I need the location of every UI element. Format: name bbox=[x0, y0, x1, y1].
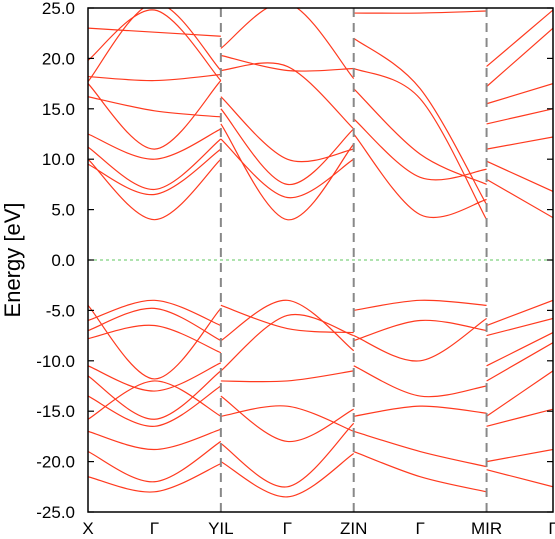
band-line-seg4-14 bbox=[486, 448, 553, 463]
band-line-seg3-3 bbox=[353, 67, 488, 220]
band-line-seg4-7 bbox=[486, 178, 553, 219]
band-line-seg1-12 bbox=[88, 299, 222, 327]
x-tick-label-1: X bbox=[82, 519, 93, 538]
band-line-seg1-21 bbox=[88, 463, 222, 493]
x-tick-label-2: Γ bbox=[150, 519, 159, 538]
band-line-seg2-8 bbox=[220, 304, 354, 334]
band-line-seg4-10 bbox=[486, 332, 553, 367]
y-tick-label-4: 10.0 bbox=[42, 150, 75, 169]
y-tick-label-10: -20.0 bbox=[36, 453, 75, 472]
band-line-seg1-19 bbox=[88, 428, 222, 451]
band-line-seg2-12 bbox=[220, 395, 354, 443]
y-tick-label-2: 20.0 bbox=[42, 49, 75, 68]
band-line-seg2-15 bbox=[220, 453, 355, 498]
band-line-seg2-9 bbox=[220, 299, 355, 352]
band-line-seg1-5 bbox=[88, 80, 222, 150]
y-tick-label-9: -15.0 bbox=[36, 402, 75, 421]
band-line-seg1-16 bbox=[88, 370, 222, 420]
band-line-seg3-8 bbox=[353, 319, 487, 342]
band-line-seg1-3 bbox=[88, 8, 222, 82]
band-line-seg3-12 bbox=[353, 430, 487, 468]
band-line-seg2-3 bbox=[220, 62, 355, 130]
band-line-seg4-1 bbox=[486, 9, 553, 67]
y-tick-label-11: -25.0 bbox=[36, 503, 75, 522]
band-line-seg4-5 bbox=[486, 136, 553, 150]
band-line-seg2-1 bbox=[220, 8, 355, 79]
plot-frame bbox=[87, 7, 554, 513]
y-axis-title: Energy [eV] bbox=[0, 203, 25, 318]
band-line-seg3-9 bbox=[353, 317, 487, 362]
band-line-seg1-14 bbox=[88, 324, 222, 354]
band-line-seg4-13 bbox=[486, 408, 553, 427]
band-line-seg1-13 bbox=[88, 307, 222, 342]
band-line-seg3-6 bbox=[353, 133, 487, 219]
x-tick-label-5: ZIN bbox=[340, 519, 367, 538]
band-line-seg4-4 bbox=[486, 108, 553, 125]
overlay-layer bbox=[88, 8, 553, 512]
x-tick-label-4: Γ bbox=[283, 519, 292, 538]
band-line-seg1-10 bbox=[88, 148, 222, 196]
band-line-seg2-14 bbox=[220, 422, 355, 488]
band-line-seg4-12 bbox=[486, 370, 553, 417]
band-line-seg3-11 bbox=[353, 405, 487, 417]
band-line-seg4-8 bbox=[486, 299, 553, 327]
band-line-seg4-11 bbox=[486, 342, 553, 382]
bands-layer bbox=[88, 8, 553, 498]
band-line-seg2-2 bbox=[220, 54, 354, 72]
band-line-seg3-5 bbox=[353, 118, 487, 181]
band-line-seg1-4 bbox=[88, 73, 221, 82]
band-line-seg4-2 bbox=[486, 27, 553, 88]
y-tick-label-3: 15.0 bbox=[42, 100, 75, 119]
band-line-seg2-11 bbox=[220, 370, 354, 383]
x-tick-label-3: YIL bbox=[208, 519, 234, 538]
y-tick-label-1: 25.0 bbox=[42, 0, 75, 18]
band-line-seg3-1 bbox=[353, 10, 487, 14]
band-line-seg1-1 bbox=[88, 27, 221, 37]
band-line-seg2-13 bbox=[220, 405, 354, 432]
band-line-seg1-6 bbox=[88, 96, 221, 118]
band-line-seg2-5 bbox=[220, 123, 355, 221]
band-line-seg3-7 bbox=[353, 299, 487, 311]
y-tick-label-5: 5.0 bbox=[51, 201, 75, 220]
band-line-seg1-18 bbox=[88, 380, 222, 420]
band-line-seg2-4 bbox=[220, 96, 354, 163]
band-line-seg4-6 bbox=[486, 160, 553, 193]
band-line-seg1-17 bbox=[88, 385, 222, 427]
x-tick-label-7: MIR bbox=[471, 519, 502, 538]
band-line-seg1-7 bbox=[88, 128, 222, 160]
band-line-seg3-13 bbox=[353, 450, 487, 493]
x-tick-label-6: Γ bbox=[415, 519, 424, 538]
band-line-seg1-20 bbox=[88, 440, 222, 483]
y-tick-label-8: -10.0 bbox=[36, 352, 75, 371]
band-line-seg4-15 bbox=[486, 469, 553, 488]
band-line-seg1-15 bbox=[88, 362, 222, 392]
band-line-seg2-10 bbox=[220, 313, 354, 372]
band-line-seg1-8 bbox=[88, 138, 222, 191]
band-line-seg3-10 bbox=[353, 365, 487, 398]
band-line-seg2-6 bbox=[220, 138, 355, 199]
x-tick-label-8: Γ bbox=[548, 519, 555, 538]
ticks-layer: 25.0 20.0 15.0 10.0 5.0 0.0 -5.0 -10.0 -15.0 -20.… bbox=[36, 0, 555, 538]
band-line-seg1-2 bbox=[88, 9, 222, 81]
band-line-seg4-3 bbox=[486, 83, 553, 105]
band-line-seg4-9 bbox=[486, 317, 553, 337]
y-tick-label-6: 0.0 bbox=[51, 251, 75, 270]
y-tick-label-7: -5.0 bbox=[46, 301, 75, 320]
band-line-seg1-11 bbox=[88, 304, 222, 380]
band-line-seg2-7 bbox=[220, 108, 355, 186]
band-line-seg3-4 bbox=[353, 88, 487, 185]
band-line-seg1-9 bbox=[88, 158, 222, 221]
